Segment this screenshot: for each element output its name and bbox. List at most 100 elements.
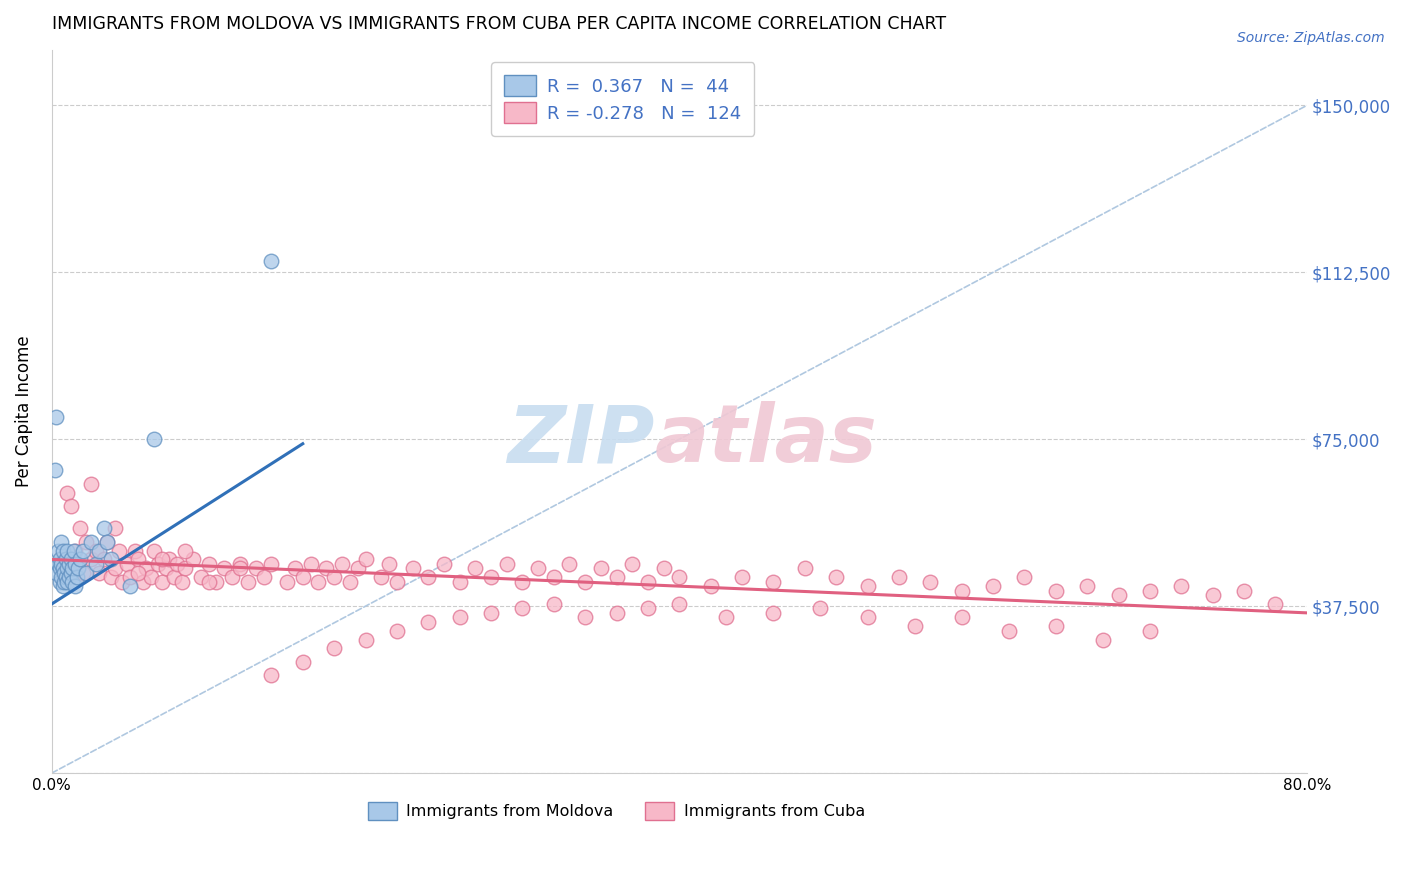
Point <box>527 561 550 575</box>
Point <box>668 570 690 584</box>
Point <box>84 543 107 558</box>
Point <box>96 534 118 549</box>
Point <box>1233 583 1256 598</box>
Point <box>48 561 70 575</box>
Point <box>120 579 142 593</box>
Point <box>307 574 329 589</box>
Point <box>856 579 879 593</box>
Point <box>1139 624 1161 638</box>
Point <box>127 552 149 566</box>
Point <box>52 543 75 558</box>
Point <box>87 566 110 580</box>
Point <box>449 574 471 589</box>
Point <box>354 632 377 647</box>
Point <box>59 566 82 580</box>
Point <box>111 574 134 589</box>
Point <box>142 432 165 446</box>
Point <box>731 570 754 584</box>
Point <box>252 570 274 584</box>
Point <box>1014 570 1036 584</box>
Point <box>605 570 627 584</box>
Point <box>323 570 346 584</box>
Point <box>174 561 197 575</box>
Text: IMMIGRANTS FROM MOLDOVA VS IMMIGRANTS FROM CUBA PER CAPITA INCOME CORRELATION CH: IMMIGRANTS FROM MOLDOVA VS IMMIGRANTS FR… <box>52 15 946 33</box>
Point <box>291 655 314 669</box>
Point <box>260 557 283 571</box>
Text: atlas: atlas <box>654 401 877 479</box>
Point <box>950 610 973 624</box>
Point <box>103 521 125 535</box>
Point <box>197 557 219 571</box>
Point <box>56 561 79 575</box>
Point <box>75 566 97 580</box>
Point <box>574 610 596 624</box>
Point <box>65 579 87 593</box>
Point <box>637 601 659 615</box>
Point <box>716 610 738 624</box>
Point <box>197 574 219 589</box>
Point <box>58 570 80 584</box>
Point <box>981 579 1004 593</box>
Point <box>1201 588 1223 602</box>
Point <box>433 557 456 571</box>
Point <box>53 566 76 580</box>
Text: ZIP: ZIP <box>506 401 654 479</box>
Point <box>62 543 84 558</box>
Point <box>45 566 67 580</box>
Point <box>66 570 89 584</box>
Point <box>108 543 131 558</box>
Point <box>59 552 82 566</box>
Point <box>55 552 77 566</box>
Point <box>56 485 79 500</box>
Point <box>155 561 177 575</box>
Point <box>51 534 73 549</box>
Point <box>120 570 142 584</box>
Point <box>84 557 107 571</box>
Point <box>299 557 322 571</box>
Point <box>385 574 408 589</box>
Point <box>150 552 173 566</box>
Point <box>181 552 204 566</box>
Point <box>762 606 785 620</box>
Point <box>80 476 103 491</box>
Point <box>75 534 97 549</box>
Point <box>93 521 115 535</box>
Point <box>543 570 565 584</box>
Point <box>80 552 103 566</box>
Point <box>260 668 283 682</box>
Legend: Immigrants from Moldova, Immigrants from Cuba: Immigrants from Moldova, Immigrants from… <box>361 796 872 827</box>
Point <box>69 552 91 566</box>
Point <box>323 641 346 656</box>
Point <box>1045 583 1067 598</box>
Point <box>60 561 83 575</box>
Point <box>58 557 80 571</box>
Point <box>479 606 502 620</box>
Point <box>637 574 659 589</box>
Point <box>291 570 314 584</box>
Point <box>80 534 103 549</box>
Point <box>53 574 76 589</box>
Point <box>346 561 368 575</box>
Point <box>589 561 612 575</box>
Point <box>56 543 79 558</box>
Point <box>56 574 79 589</box>
Point <box>157 552 180 566</box>
Point <box>69 521 91 535</box>
Point <box>1045 619 1067 633</box>
Point <box>65 543 87 558</box>
Point <box>621 557 644 571</box>
Point <box>762 574 785 589</box>
Point <box>103 561 125 575</box>
Y-axis label: Per Capita Income: Per Capita Income <box>15 335 32 487</box>
Point <box>190 570 212 584</box>
Point <box>370 570 392 584</box>
Point <box>668 597 690 611</box>
Point <box>479 570 502 584</box>
Point <box>449 610 471 624</box>
Point <box>46 543 69 558</box>
Point <box>229 557 252 571</box>
Point <box>52 579 75 593</box>
Point <box>354 552 377 566</box>
Point <box>214 561 236 575</box>
Point <box>418 615 440 629</box>
